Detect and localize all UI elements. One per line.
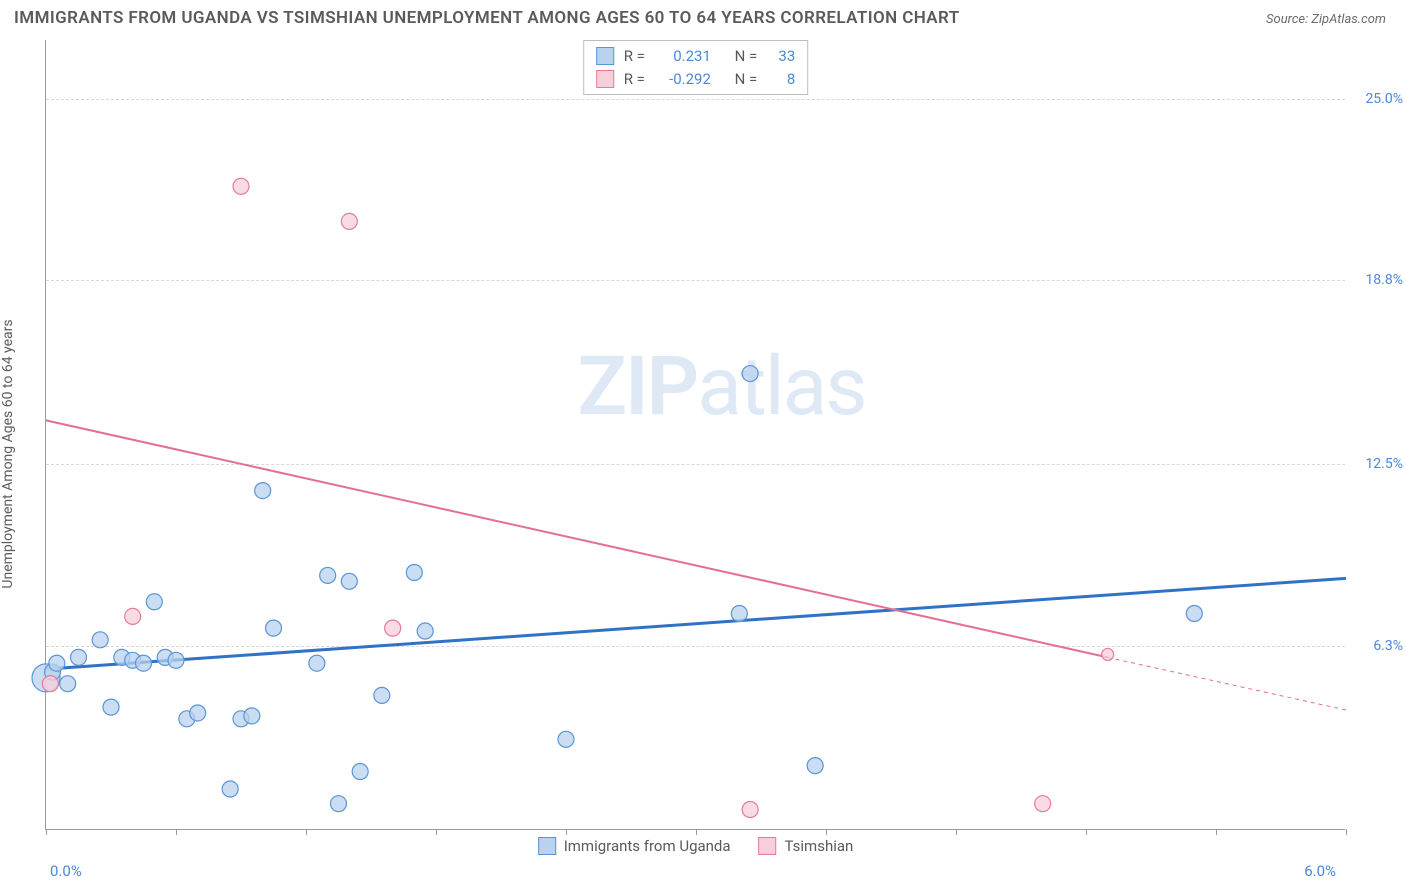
scatter-point (731, 605, 747, 621)
trend-line (46, 420, 1108, 657)
scatter-point (1186, 605, 1202, 621)
trend-line-ext (1108, 657, 1346, 710)
scatter-point (233, 178, 249, 194)
scatter-point (168, 652, 184, 668)
legend-item-0: Immigrants from Uganda (538, 837, 731, 855)
plot-area: ZIPatlas 6.3%12.5%18.8%25.0% R = 0.231 N… (45, 40, 1345, 830)
legend-item-1: Tsimshian (759, 837, 854, 855)
stats-row-0: R = 0.231 N = 33 (596, 45, 796, 68)
x-tick (1216, 829, 1217, 835)
scatter-point (92, 632, 108, 648)
y-tick-label: 12.5% (1365, 456, 1403, 472)
n-label-1: N = (735, 68, 758, 91)
y-tick-label: 6.3% (1373, 638, 1403, 654)
r-label-1: R = (624, 68, 645, 91)
scatter-point (341, 573, 357, 589)
scatter-point (255, 483, 271, 499)
chart-title: IMMIGRANTS FROM UGANDA VS TSIMSHIAN UNEM… (14, 8, 960, 28)
scatter-point (341, 213, 357, 229)
scatter-point (558, 731, 574, 747)
scatter-point (352, 763, 368, 779)
n-value-0: 33 (767, 45, 795, 68)
chart-svg (46, 40, 1345, 829)
r-value-0: 0.231 (655, 45, 711, 68)
scatter-point (320, 567, 336, 583)
scatter-point (222, 781, 238, 797)
legend-label-0: Immigrants from Uganda (564, 837, 731, 855)
x-tick (46, 829, 47, 835)
scatter-point (1035, 796, 1051, 812)
stats-swatch-1 (596, 70, 614, 88)
y-tick-label: 25.0% (1365, 91, 1403, 107)
legend-label-1: Tsimshian (785, 837, 854, 855)
scatter-point (125, 608, 141, 624)
stats-row-1: R = -0.292 N = 8 (596, 68, 796, 91)
scatter-point (244, 708, 260, 724)
legend-swatch-1 (759, 837, 777, 855)
scatter-point (42, 676, 58, 692)
scatter-point (309, 655, 325, 671)
x-axis-min-label: 0.0% (50, 862, 82, 880)
n-value-1: 8 (767, 68, 795, 91)
scatter-point (71, 649, 87, 665)
y-tick-label: 18.8% (1365, 272, 1403, 288)
x-tick (306, 829, 307, 835)
scatter-point (374, 687, 390, 703)
trend-line (46, 578, 1346, 669)
scatter-point (1102, 648, 1114, 660)
source-label: Source: ZipAtlas.com (1266, 12, 1386, 27)
scatter-point (406, 565, 422, 581)
scatter-point (266, 620, 282, 636)
scatter-point (417, 623, 433, 639)
scatter-point (103, 699, 119, 715)
x-tick (176, 829, 177, 835)
x-tick (1086, 829, 1087, 835)
scatter-point (49, 655, 65, 671)
scatter-point (190, 705, 206, 721)
x-tick (956, 829, 957, 835)
x-tick (1346, 829, 1347, 835)
r-label-0: R = (624, 45, 645, 68)
stats-swatch-0 (596, 47, 614, 65)
scatter-point (146, 594, 162, 610)
x-tick (436, 829, 437, 835)
scatter-point (60, 676, 76, 692)
n-label-0: N = (735, 45, 758, 68)
legend-swatch-0 (538, 837, 556, 855)
scatter-point (331, 796, 347, 812)
scatter-point (807, 758, 823, 774)
scatter-point (742, 802, 758, 818)
scatter-point (742, 366, 758, 382)
x-tick (826, 829, 827, 835)
r-value-1: -0.292 (655, 68, 711, 91)
y-axis-label: Unemployment Among Ages 60 to 64 years (0, 319, 16, 588)
stats-box: R = 0.231 N = 33 R = -0.292 N = 8 (583, 40, 809, 95)
legend: Immigrants from Uganda Tsimshian (538, 837, 854, 855)
x-axis-max-label: 6.0% (1304, 862, 1336, 880)
scatter-point (136, 655, 152, 671)
x-tick (696, 829, 697, 835)
scatter-point (385, 620, 401, 636)
x-tick (566, 829, 567, 835)
